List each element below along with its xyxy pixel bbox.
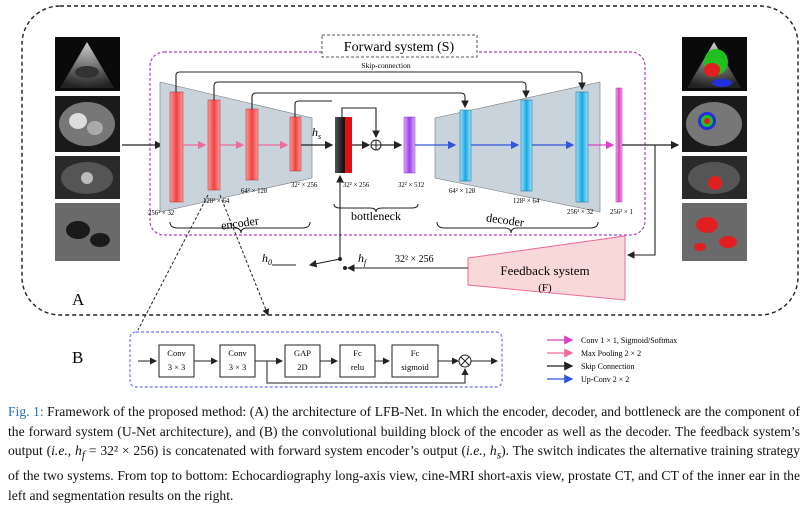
feedback-system-shape [467,235,626,301]
forward-system-label: Forward system (S) [344,40,455,55]
svg-text:Fc: Fc [411,348,420,358]
dec-dim-2: 128² × 64 [513,198,540,205]
caption-fig-label: Fig. 1: [8,404,44,419]
dec-dim-1: 64² × 128 [449,188,476,195]
legend-conv: Conv 1 × 1, Sigmoid/Softmax [581,336,677,345]
caption-part3: ). The switch indicates the alternative … [8,443,801,503]
skip-connections [175,71,586,117]
svg-text:3 × 3: 3 × 3 [168,362,186,372]
caption-part1: Framework of the proposed method: (A) th… [8,404,800,458]
svg-text:Conv: Conv [167,348,186,358]
hf-label: hf [358,251,368,267]
caption-ie2: i.e., hs [466,443,502,462]
legend-maxpool: Max Pooling 2 × 2 [581,349,641,358]
caption-part2: = 32² × 256) is concatenated with forwar… [84,443,467,458]
hs-label: hs [312,125,321,141]
bot-dim-2: 32² × 512 [398,182,425,189]
feedback-system-label: Feedback system [500,263,589,278]
decoder-label: decoder [485,210,525,229]
encoder-blocks [169,91,302,203]
dec-dim-4: 256² × 1 [610,209,633,216]
svg-text:Fc: Fc [353,348,362,358]
h0-label: h0 [262,251,272,267]
svg-text:sigmoid: sigmoid [401,362,429,372]
panel-a-label: A [72,290,85,309]
panel-b-border [129,331,503,388]
svg-text:Conv: Conv [228,348,247,358]
dec-dim-3: 256² × 32 [567,209,594,216]
legend-skip: Skip Connection [581,362,635,371]
caption-ie1: i.e., hf [51,443,85,462]
forward-system-box [149,51,646,236]
enc-dim-2: 128² × 64 [203,198,230,205]
hf-dim: 32² × 256 [395,254,434,265]
framework-figure: A Forward system (S) Skip-connection [21,5,799,388]
legend: Conv 1 × 1, Sigmoid/Softmax Max Pooling … [547,335,677,384]
svg-text:relu: relu [351,362,365,372]
figure-caption: Fig. 1: Framework of the proposed method… [8,402,800,505]
forward-system-label-box [321,34,478,58]
svg-text:3 × 3: 3 × 3 [229,362,247,372]
panel-b-label: B [72,348,83,367]
skip-connection-label: Skip-connection [361,61,410,70]
enc-dim-1: 256² × 32 [148,210,175,217]
panel-a-border [21,5,799,316]
legend-upconv: Up-Conv 2 × 2 [581,375,629,384]
dimension-labels: 256² × 32 128² × 64 64² × 128 32² × 256 … [148,182,633,217]
enc-dim-4: 32² × 256 [291,182,318,189]
svg-text:GAP: GAP [294,348,311,358]
decoder-blocks [459,87,623,203]
bot-dim-1: 32² × 256 [343,182,370,189]
feedback-f-label: (F) [538,282,552,294]
bottleneck-label: bottleneck [351,209,401,223]
svg-text:2D: 2D [297,362,307,372]
enc-dim-3: 64² × 128 [241,188,268,195]
encoder-label: encoder [220,213,260,232]
output-images [682,37,747,261]
input-images [55,37,120,261]
